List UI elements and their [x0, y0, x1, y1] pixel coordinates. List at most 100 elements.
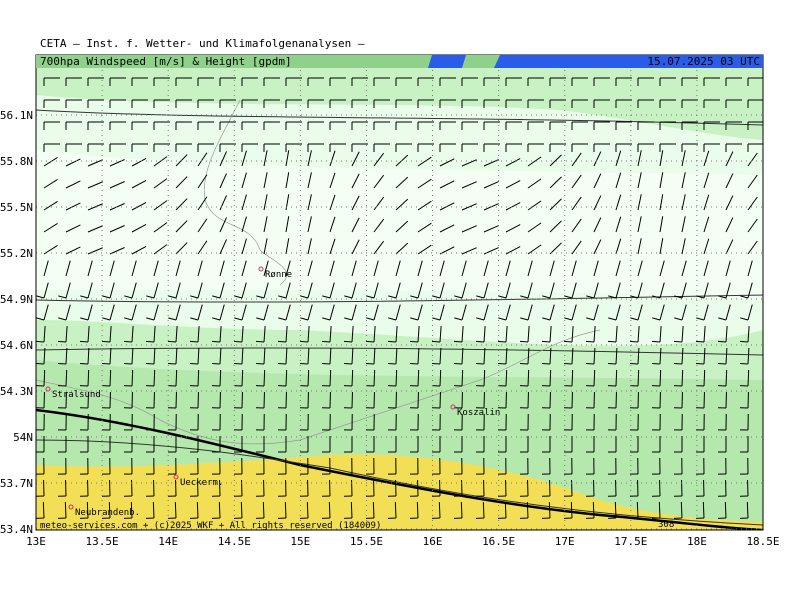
barb-staff [153, 282, 159, 299]
barb-staff [681, 172, 686, 189]
barb-feather [322, 317, 331, 321]
barb-feather [453, 340, 463, 343]
barb-staff [153, 304, 159, 321]
lat-label: 53.4N [0, 523, 33, 536]
barb-feather [233, 340, 243, 343]
barb-staff [197, 369, 200, 387]
barb-staff [307, 194, 312, 211]
barb-feather [410, 317, 419, 321]
barb-staff [659, 150, 664, 167]
barb-staff [703, 282, 709, 299]
barb-staff [681, 216, 686, 233]
barb-staff [329, 260, 335, 277]
map-title: 700hpa Windspeed [m/s] & Height [gpdm] [40, 55, 292, 68]
barb-feather [278, 295, 287, 299]
barb-staff [505, 304, 511, 321]
barb-staff [593, 173, 602, 189]
title-bar-band [428, 55, 763, 68]
barb-staff [43, 260, 49, 277]
barb-staff [395, 176, 409, 189]
barb-staff [571, 326, 574, 343]
barb-feather [189, 340, 199, 343]
barb-staff [131, 157, 147, 167]
barb-staff [703, 238, 710, 255]
barb-feather [476, 317, 485, 321]
barb-staff [65, 347, 68, 365]
barb-staff [417, 347, 420, 365]
barb-staff [527, 222, 542, 233]
lon-label: 16.5E [482, 535, 515, 548]
barb-feather [36, 317, 45, 321]
barb-feather [277, 340, 287, 343]
barb-feather [234, 317, 243, 321]
city-label: Rønne [265, 270, 292, 280]
barb-feather [498, 317, 507, 321]
barb-staff [241, 172, 247, 189]
barb-feather [542, 317, 551, 321]
barb-staff [196, 501, 199, 519]
barb-staff [703, 326, 706, 343]
barb-staff [87, 203, 103, 211]
barb-staff [109, 260, 115, 277]
barb-staff [307, 216, 312, 233]
lon-label: 18.5E [746, 535, 779, 548]
barb-staff [329, 282, 335, 299]
barb-staff [681, 282, 687, 299]
barb-staff [329, 369, 332, 387]
barb-feather [652, 317, 661, 321]
barb-staff [395, 369, 398, 387]
barb-staff [549, 242, 562, 255]
barb-staff [725, 369, 728, 387]
barb-feather [739, 340, 749, 343]
barb-feather [498, 295, 507, 299]
barb-staff [747, 218, 758, 233]
barb-staff [219, 239, 227, 255]
barb-staff [329, 150, 336, 167]
barb-feather [80, 295, 89, 299]
barb-staff [505, 369, 508, 387]
barb-staff [725, 217, 734, 233]
barb-staff [197, 240, 208, 255]
band [36, 454, 763, 530]
city-label: Koszalin [457, 408, 500, 418]
barb-staff [197, 196, 208, 211]
barb-staff [285, 216, 290, 233]
barb-staff [351, 217, 360, 233]
barb-staff [527, 178, 542, 189]
barb-staff [747, 240, 758, 255]
city-label: Neubrandenb. [75, 508, 140, 518]
barb-staff [681, 347, 684, 365]
barb-feather [57, 340, 67, 343]
barb-staff [549, 198, 562, 211]
barb-staff [439, 326, 442, 343]
barb-staff [87, 326, 90, 343]
barb-staff [703, 194, 710, 211]
barb-staff [65, 326, 68, 343]
barb-staff [417, 304, 423, 321]
barb-staff [548, 501, 551, 519]
barb-feather [344, 317, 353, 321]
barb-staff [131, 369, 134, 387]
barb-staff [109, 326, 112, 343]
barb-staff [86, 501, 89, 519]
barb-staff [593, 304, 599, 321]
barb-staff [328, 501, 331, 519]
city-marker [173, 474, 179, 480]
barb-feather [607, 340, 617, 343]
barb-staff [219, 151, 227, 167]
barb-staff [87, 304, 93, 321]
barb-staff [131, 347, 134, 365]
barb-staff [65, 180, 81, 189]
barb-staff [43, 347, 46, 365]
barb-staff [87, 369, 90, 387]
barb-feather [564, 295, 573, 299]
barb-staff [197, 174, 208, 189]
barb-staff [329, 194, 336, 211]
barb-staff [549, 304, 555, 321]
barb-staff [681, 260, 687, 277]
barb-staff [439, 260, 445, 277]
barb-staff [615, 260, 621, 277]
barb-staff [307, 150, 312, 167]
barb-staff [461, 225, 477, 233]
barb-feather [322, 295, 331, 299]
